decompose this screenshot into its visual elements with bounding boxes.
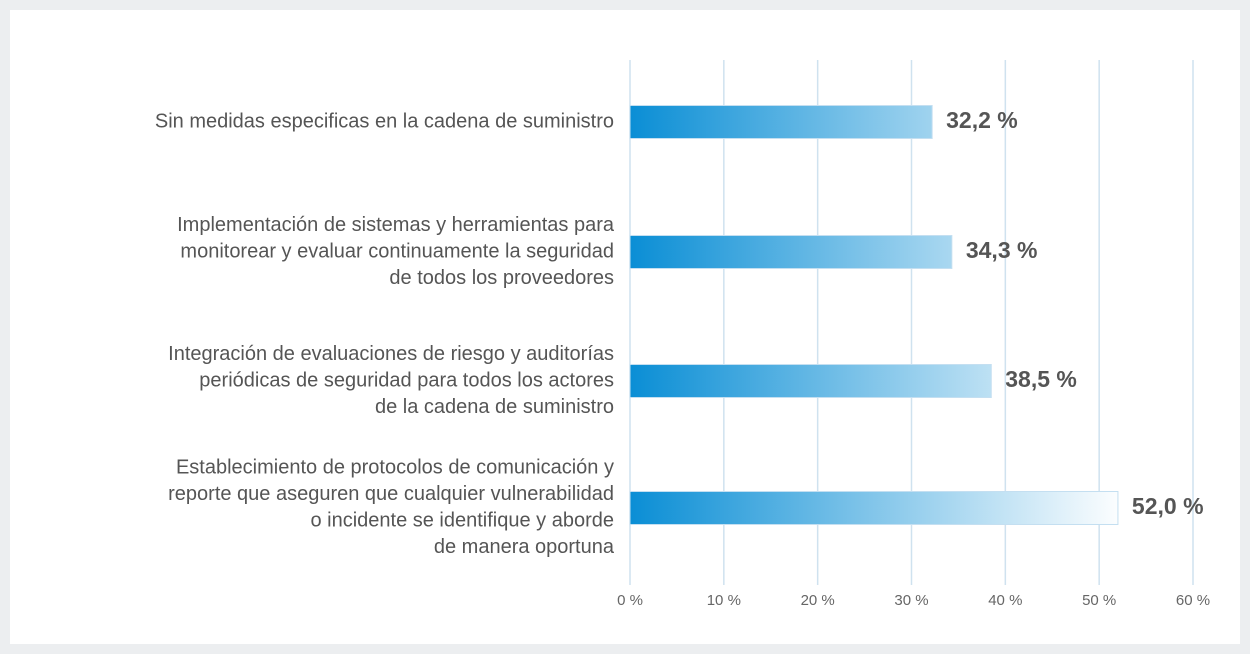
category-label: reporte que aseguren que cualquier vulne… — [168, 483, 614, 505]
x-tick-label: 10 % — [707, 592, 741, 609]
x-tick-label: 0 % — [617, 592, 643, 609]
x-tick-label: 20 % — [801, 592, 835, 609]
bar — [629, 105, 933, 139]
value-label: 38,5 % — [1005, 366, 1077, 392]
category-label: Sin medidas especificas en la cadena de … — [155, 110, 614, 132]
card — [10, 10, 1240, 644]
category-label: monitorear y evaluar continuamente la se… — [180, 240, 614, 262]
x-tick-label: 50 % — [1082, 592, 1116, 609]
x-tick-label: 60 % — [1176, 592, 1210, 609]
category-label: Integración de evaluaciones de riesgo y … — [168, 343, 614, 365]
bar — [629, 364, 992, 398]
category-label: periódicas de seguridad para todos los a… — [199, 369, 614, 391]
category-label: o incidente se identifique y aborde — [310, 510, 614, 532]
value-label: 34,3 % — [966, 237, 1038, 263]
value-label: 52,0 % — [1132, 493, 1204, 519]
category-label: Establecimiento de protocolos de comunic… — [176, 457, 614, 479]
category-label: de manera oportuna — [434, 536, 615, 558]
x-tick-label: 30 % — [894, 592, 928, 609]
bar — [629, 235, 953, 269]
category-label: Implementación de sistemas y herramienta… — [177, 214, 615, 236]
category-label: de la cadena de suministro — [375, 396, 614, 418]
value-label: 32,2 % — [946, 107, 1018, 133]
category-label: de todos los proveedores — [389, 267, 614, 289]
bar — [629, 491, 1119, 525]
x-tick-label: 40 % — [988, 592, 1022, 609]
